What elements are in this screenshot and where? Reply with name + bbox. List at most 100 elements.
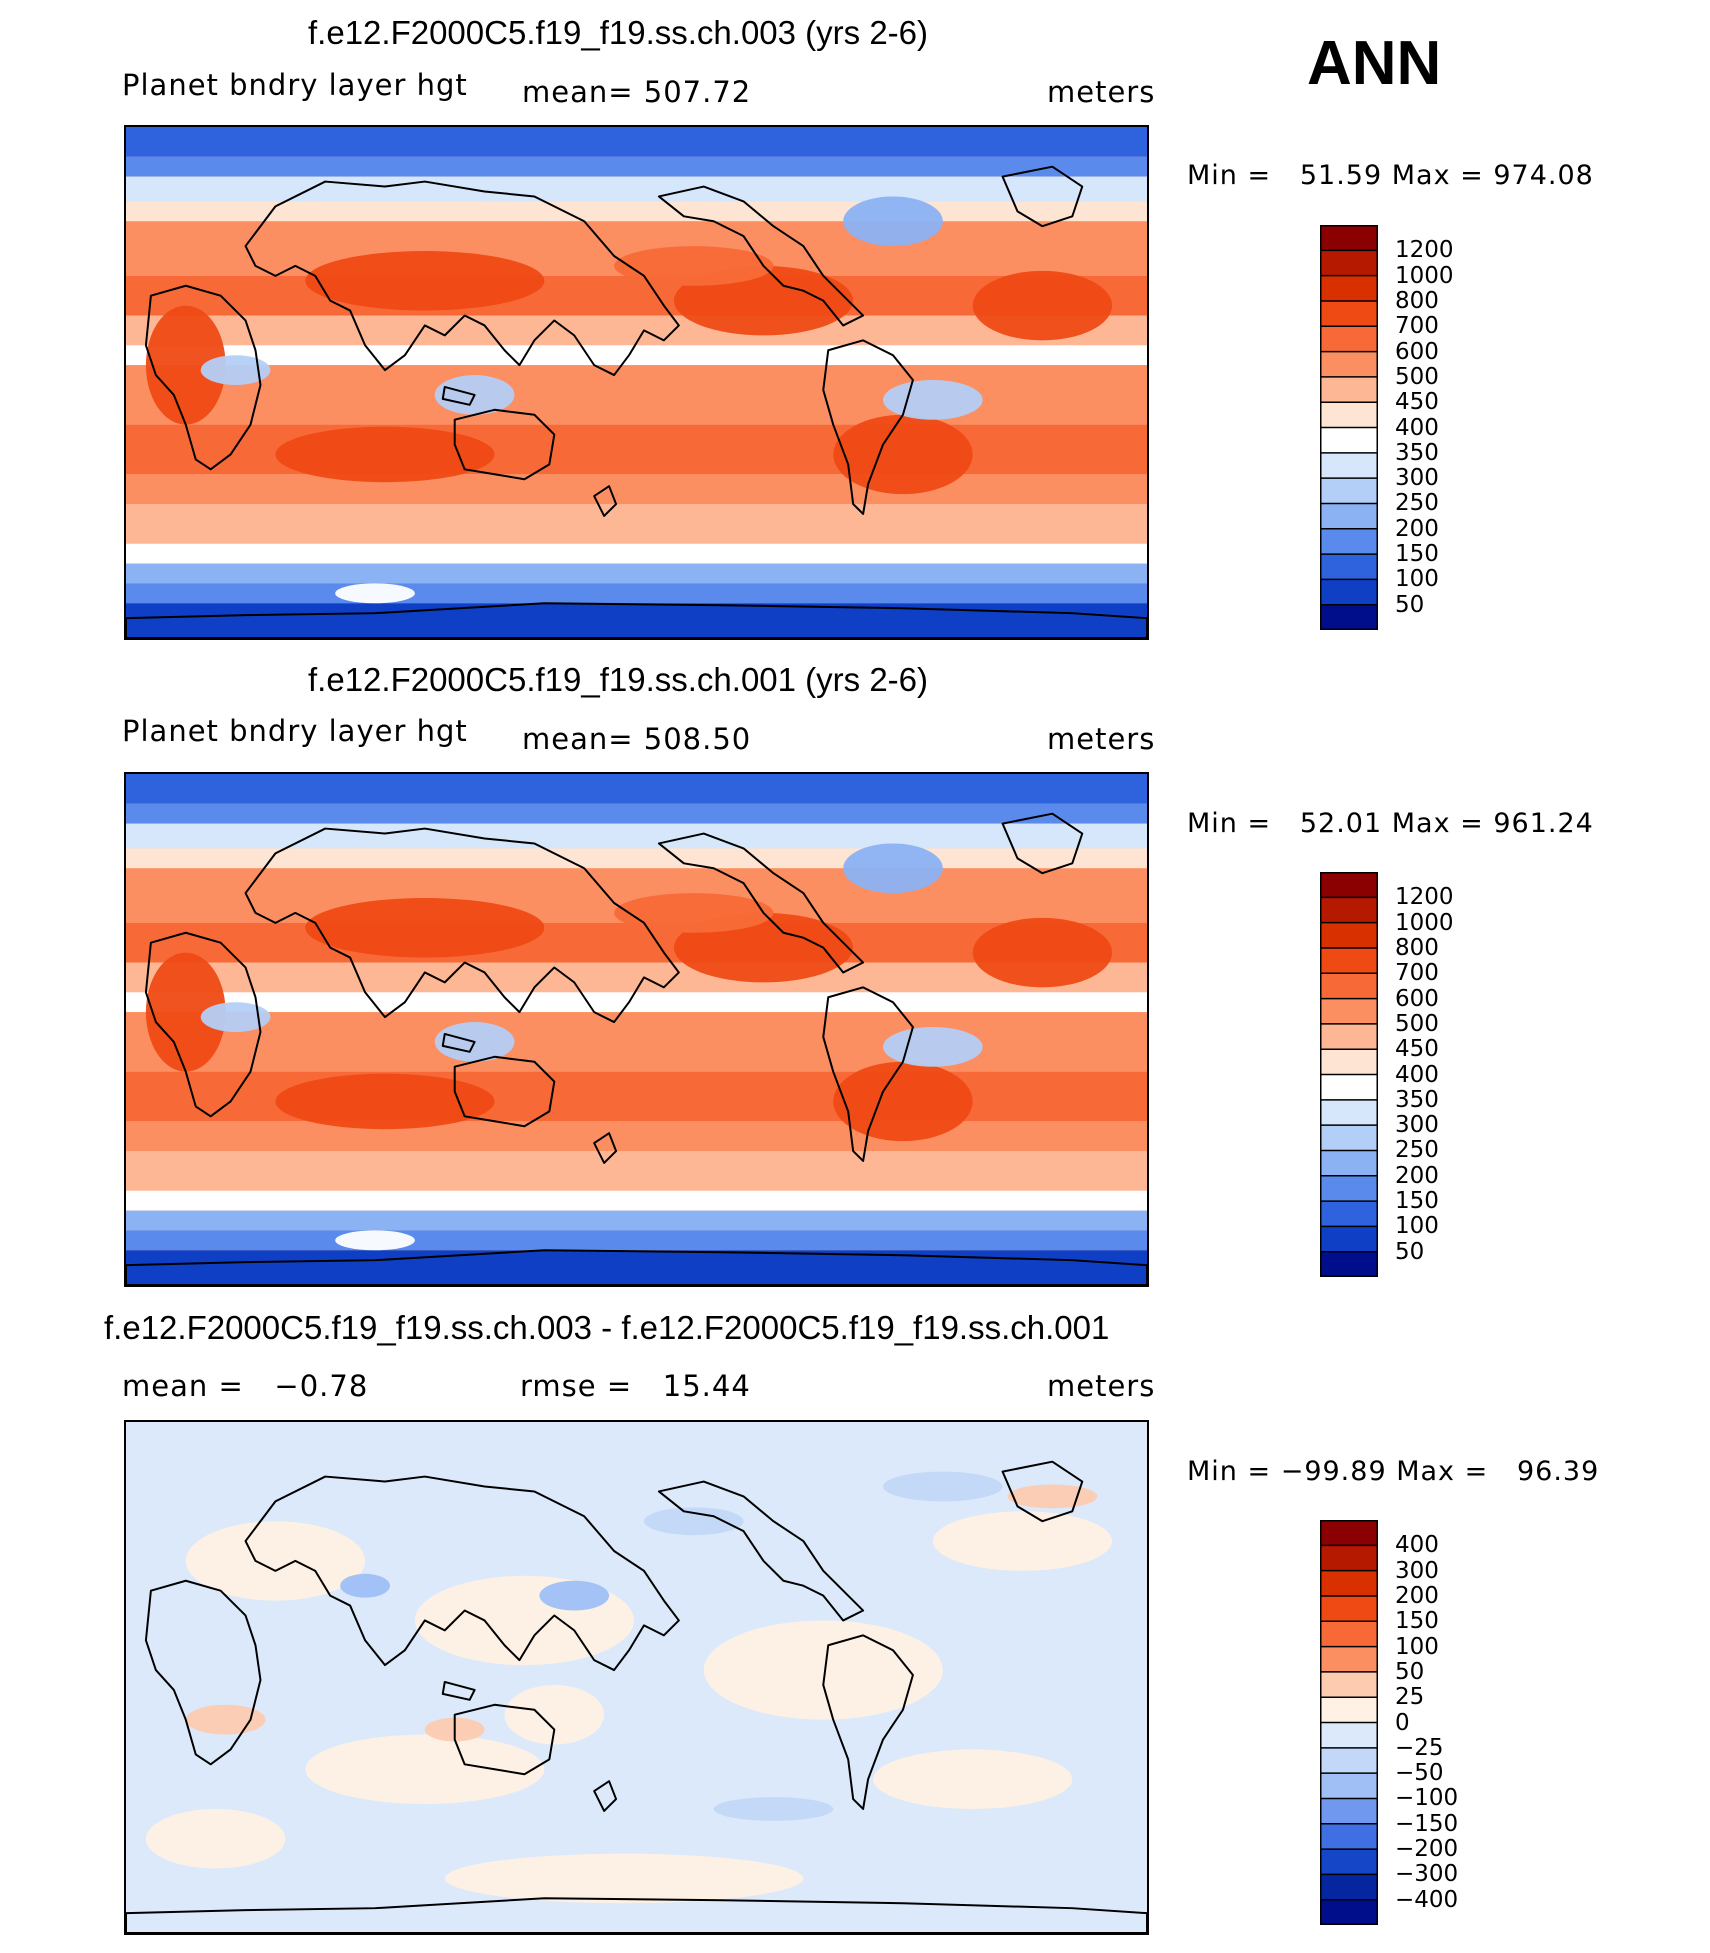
colorbar-box <box>1320 427 1378 454</box>
colorbar-tick-label: −400 <box>1395 1886 1459 1913</box>
field-anomaly <box>883 380 983 420</box>
colorbar-box <box>1320 604 1378 630</box>
colorbar-tick-label: −300 <box>1395 1861 1459 1888</box>
panel-2-colorbar <box>1320 872 1430 1277</box>
coastline <box>244 180 680 377</box>
colorbar-box <box>1320 1175 1378 1202</box>
colorbar-box <box>1320 528 1378 555</box>
field-anomaly <box>614 246 774 286</box>
field-anomaly <box>335 1230 415 1251</box>
colorbar-tick-label: 400 <box>1395 414 1439 441</box>
coastline <box>822 339 914 515</box>
colorbar-tick-label: 500 <box>1395 1010 1439 1037</box>
panel-3-colorbar <box>1320 1520 1430 1925</box>
coastline <box>657 832 865 974</box>
field-anomaly <box>972 917 1113 988</box>
field-band <box>126 1121 1147 1152</box>
field-anomaly <box>703 1620 943 1720</box>
panel-3-rmse: rmse = 15.44 <box>520 1369 751 1403</box>
colorbar-tick-label: 250 <box>1395 490 1439 517</box>
colorbar-box <box>1320 1099 1378 1126</box>
field-band <box>126 543 1147 564</box>
field-anomaly <box>145 1808 286 1869</box>
colorbar-box <box>1320 351 1378 378</box>
colorbar-box <box>1320 973 1378 1000</box>
field-band <box>126 992 1147 1013</box>
colorbar-tick-label: 200 <box>1395 1582 1439 1609</box>
colorbar-tick-label: 600 <box>1395 338 1439 365</box>
colorbar-box <box>1320 922 1378 949</box>
colorbar-tick-label: 300 <box>1395 465 1439 492</box>
colorbar-box <box>1320 1125 1378 1151</box>
colorbar-box <box>1320 872 1378 898</box>
colorbar-tick-label: 100 <box>1395 1633 1439 1660</box>
coastline <box>1001 1460 1084 1523</box>
coastline <box>144 1579 262 1766</box>
colorbar-tick-label: 100 <box>1395 1213 1439 1240</box>
field-band <box>126 1190 1147 1211</box>
panel-1-minmax: Min = 51.59 Max = 974.08 <box>1187 160 1594 191</box>
panel-1-mean: mean= 507.72 <box>522 75 752 109</box>
field-anomaly <box>713 1797 834 1821</box>
field-anomaly <box>340 1573 390 1598</box>
field-band <box>126 563 1147 584</box>
colorbar-box <box>1320 1722 1378 1749</box>
field-anomaly <box>843 196 943 247</box>
colorbar-box <box>1320 1747 1378 1774</box>
colorbar-box <box>1320 275 1378 302</box>
coastline <box>657 1480 865 1622</box>
colorbar-tick-label: 700 <box>1395 313 1439 340</box>
colorbar-box <box>1320 1874 1378 1901</box>
field-band <box>126 127 1147 157</box>
panel-2-minmax: Min = 52.01 Max = 961.24 <box>1187 808 1594 839</box>
colorbar-tick-label: 450 <box>1395 1036 1439 1063</box>
colorbar-tick-label: 50 <box>1395 1238 1425 1265</box>
colorbar-tick-label: 1000 <box>1395 262 1454 289</box>
colorbar-box <box>1320 225 1378 251</box>
field-band <box>126 803 1147 824</box>
colorbar-box <box>1320 1251 1378 1277</box>
colorbar-box <box>1320 1823 1378 1850</box>
colorbar-tick-label: 500 <box>1395 363 1439 390</box>
colorbar-box <box>1320 897 1378 924</box>
field-band <box>126 774 1147 804</box>
field-anomaly <box>275 1073 495 1130</box>
field-anomaly <box>883 1027 983 1067</box>
colorbar-box <box>1320 947 1378 974</box>
panel-2-variable: Planet bndry layer hgt <box>122 714 468 748</box>
coastline <box>126 602 1147 638</box>
coastline <box>593 485 618 517</box>
field-anomaly <box>843 843 943 894</box>
panel-2-mean: mean= 508.50 <box>522 722 752 756</box>
panel-3-title: f.e12.F2000C5.f19_f19.ss.ch.003 - f.e12.… <box>104 1309 1110 1346</box>
panel-2-map <box>124 772 1149 1287</box>
coastline <box>822 986 914 1162</box>
panel-3-colorbar-labels: 400 300 200 150 100 50 25 0 −25 −50 −100 −150 −200 −3… <box>1395 1520 1475 1925</box>
colorbar-tick-label: 1000 <box>1395 909 1454 936</box>
coastline <box>453 408 556 481</box>
coastline <box>1001 812 1084 875</box>
field-band <box>126 504 1147 544</box>
colorbar-box <box>1320 1671 1378 1698</box>
field-anomaly <box>275 426 495 483</box>
coastline <box>441 1032 476 1053</box>
field-anomaly <box>305 1734 545 1805</box>
colorbar-tick-label: 25 <box>1395 1684 1425 1711</box>
field-anomaly <box>1007 1484 1098 1509</box>
coastline <box>453 1703 556 1776</box>
colorbar-tick-label: 800 <box>1395 287 1439 314</box>
colorbar-box <box>1320 1049 1378 1075</box>
coastline <box>657 185 865 327</box>
field-anomaly <box>305 251 545 311</box>
season-label: ANN <box>1307 29 1442 98</box>
colorbar-tick-label: 150 <box>1395 1608 1439 1635</box>
coastline <box>1001 165 1084 228</box>
colorbar-tick-label: 200 <box>1395 515 1439 542</box>
colorbar-tick-label: 350 <box>1395 439 1439 466</box>
field-band <box>126 1151 1147 1191</box>
colorbar-tick-label: 600 <box>1395 985 1439 1012</box>
field-anomaly <box>932 1511 1113 1571</box>
colorbar-box <box>1320 1520 1378 1546</box>
field-band <box>126 1422 1147 1933</box>
field-anomaly <box>145 952 226 1072</box>
